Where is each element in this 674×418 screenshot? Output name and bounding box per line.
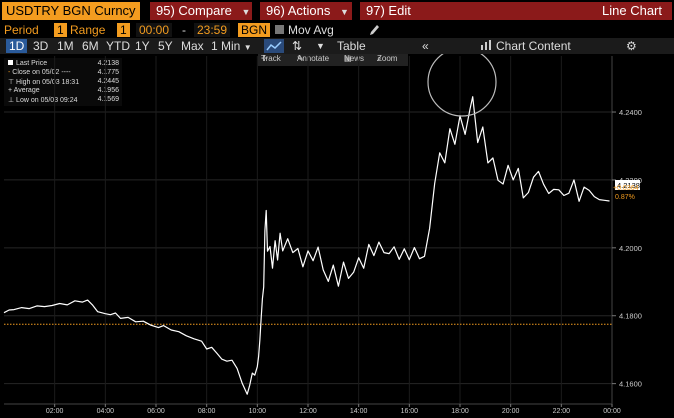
price-series-line bbox=[3, 96, 610, 395]
checkbox-icon[interactable] bbox=[275, 25, 284, 34]
source-field[interactable]: BGN bbox=[238, 23, 271, 37]
legend-last-label: Last Price bbox=[8, 60, 47, 67]
title-bar: Line Chart bbox=[424, 2, 672, 20]
legend-low-value: 4.1569 bbox=[97, 96, 119, 103]
legend-average-label: + Average bbox=[8, 87, 40, 94]
x-axis: 02:00 04:00 06:00 08:00 10:00 12:00 14:00 16:00… bbox=[46, 404, 621, 415]
magnifier-icon: ⌕ bbox=[377, 54, 382, 63]
chart-grid bbox=[4, 56, 613, 404]
period-label: Period bbox=[4, 23, 39, 37]
table-button[interactable]: Table bbox=[337, 39, 366, 53]
edit-number: 97) bbox=[366, 3, 385, 18]
period-toolbar: 1D 3D 1M 6M YTD 1Y 5Y Max 1 Min ▼ ⇅ ▼ Ta… bbox=[0, 38, 674, 54]
change-badge: +0.0364 bbox=[613, 185, 639, 192]
collapse-double-chevron-icon[interactable]: « bbox=[422, 39, 429, 53]
legend-close-label: - Close on 05/02 ---- bbox=[8, 69, 71, 76]
y-tick-label: 4.1600 bbox=[619, 380, 642, 389]
compare-number: 95) bbox=[156, 3, 175, 18]
period-max-button[interactable]: Max bbox=[181, 39, 204, 53]
period-6m-button[interactable]: 6M bbox=[82, 39, 99, 53]
y-tick-label: 4.2400 bbox=[619, 108, 642, 117]
average-marker-icon: + bbox=[8, 87, 14, 94]
settings-bar: Period 1 Range 1 00:00 - 23:59 BGN Mov A… bbox=[0, 22, 674, 38]
edit-label: Edit bbox=[388, 3, 411, 18]
high-annotation-circle bbox=[427, 54, 497, 117]
dash-line-icon: - bbox=[8, 69, 13, 76]
x-tick-label: 14:00 bbox=[350, 408, 368, 415]
x-tick-label: 06:00 bbox=[147, 408, 165, 415]
chevron-down-icon: ▼ bbox=[241, 7, 251, 17]
range-value[interactable]: 1 bbox=[117, 23, 130, 37]
chart-tools-bar: ✛ Track ✎ Annotate ▤ News ⌕ Zoom bbox=[258, 54, 408, 66]
x-tick-label: 02:00 bbox=[46, 408, 64, 415]
x-tick-label: 00:00 bbox=[603, 408, 621, 415]
actions-number: 96) bbox=[266, 3, 285, 18]
time-to-input[interactable]: 23:59 bbox=[194, 23, 231, 37]
compare-menu[interactable]: 95) Compare ▼ bbox=[150, 2, 252, 20]
x-tick-label: 20:00 bbox=[502, 408, 520, 415]
range-dash: - bbox=[182, 23, 186, 37]
period-3d-button[interactable]: 3D bbox=[33, 39, 49, 53]
x-tick-label: 08:00 bbox=[198, 408, 216, 415]
news-icon: ▤ bbox=[344, 54, 352, 63]
chart-title: Line Chart bbox=[602, 3, 662, 18]
track-label: Track bbox=[261, 54, 281, 63]
x-tick-label: 16:00 bbox=[401, 408, 419, 415]
period-5y-button[interactable]: 5Y bbox=[158, 39, 173, 53]
pencil-icon: ✎ bbox=[297, 54, 304, 63]
legend-swatch-icon bbox=[8, 60, 13, 65]
mov-avg-label: Mov Avg bbox=[288, 23, 334, 37]
legend-low-label: ⊥ Low on 05/03 09:24 bbox=[8, 97, 78, 104]
range-label: Range bbox=[70, 23, 106, 37]
change-pct-badge: 0.87% bbox=[615, 194, 635, 201]
pencil-icon[interactable] bbox=[368, 23, 380, 37]
legend-last-value: 4.2138 bbox=[97, 60, 119, 67]
actions-menu[interactable]: 96) Actions ▼ bbox=[260, 2, 352, 20]
interval-value: 1 Min bbox=[211, 39, 241, 53]
compare-label: Compare bbox=[178, 3, 232, 18]
chevron-down-icon: ▼ bbox=[243, 43, 252, 52]
period-1m-button[interactable]: 1M bbox=[57, 39, 74, 53]
y-tick-label: 4.2000 bbox=[619, 244, 642, 253]
last-price-badge: 4.2138 bbox=[615, 180, 640, 190]
x-tick-label: 18:00 bbox=[451, 408, 469, 415]
edit-menu[interactable]: 97) Edit ▼ bbox=[360, 2, 424, 35]
chart-legend: Last Price 4.2138 - Close on 05/02 ---- … bbox=[4, 58, 122, 106]
x-tick-label: 12:00 bbox=[299, 408, 317, 415]
gear-icon[interactable]: ⚙ bbox=[626, 39, 637, 53]
legend-close-value: 4.1775 bbox=[97, 69, 119, 76]
actions-label: Actions bbox=[287, 3, 331, 18]
annotate-label: Annotate bbox=[297, 54, 330, 63]
ticker-field[interactable]: USDTRY BGN Curncy bbox=[2, 2, 140, 20]
y-tick-label: 4.1800 bbox=[619, 312, 642, 321]
legend-high-value: 4.2445 bbox=[97, 78, 119, 85]
chevron-down-icon: ▼ bbox=[339, 7, 349, 17]
period-value[interactable]: 1 bbox=[54, 23, 67, 37]
period-ytd-button[interactable]: YTD bbox=[106, 39, 130, 53]
time-from-input[interactable]: 00:00 bbox=[136, 23, 173, 37]
chart-content-button[interactable]: Chart Content bbox=[496, 39, 571, 53]
settings-sliders-icon[interactable]: ⇅ bbox=[292, 39, 303, 53]
zoom-label: Zoom bbox=[377, 54, 398, 63]
legend-high-label: ⊤ High on 05/03 18:31 bbox=[8, 79, 80, 86]
line-chart-icon[interactable] bbox=[264, 39, 284, 53]
chevron-down-icon[interactable]: ▼ bbox=[316, 41, 325, 51]
period-1d-button[interactable]: 1D bbox=[6, 39, 28, 53]
x-tick-label: 10:00 bbox=[249, 408, 267, 415]
news-label: News bbox=[344, 54, 365, 63]
chart-content-icon bbox=[480, 39, 492, 53]
high-marker-icon: ⊤ bbox=[8, 79, 17, 86]
last-price-badge-text: 4.2138 bbox=[617, 181, 640, 190]
crosshair-icon: ✛ bbox=[261, 54, 268, 63]
legend-average-value: 4.1956 bbox=[97, 87, 119, 94]
top-toolbar: USDTRY BGN Curncy 95) Compare ▼ 96) Acti… bbox=[0, 0, 674, 35]
period-1y-button[interactable]: 1Y bbox=[135, 39, 150, 53]
x-tick-label: 04:00 bbox=[97, 408, 115, 415]
x-tick-label: 22:00 bbox=[553, 408, 571, 415]
interval-select[interactable]: 1 Min ▼ bbox=[208, 39, 255, 53]
low-marker-icon: ⊥ bbox=[8, 97, 17, 104]
